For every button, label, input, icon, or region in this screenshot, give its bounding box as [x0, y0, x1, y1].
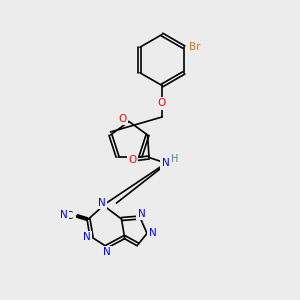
Text: O: O: [128, 155, 137, 166]
Text: N: N: [83, 232, 91, 242]
Text: N: N: [103, 247, 110, 257]
Text: N: N: [162, 158, 170, 169]
Text: C: C: [65, 211, 73, 221]
Text: N: N: [60, 210, 68, 220]
Text: N: N: [138, 209, 146, 219]
Text: O: O: [119, 113, 127, 124]
Text: Br: Br: [189, 42, 200, 52]
Text: N: N: [148, 228, 156, 239]
Text: H: H: [171, 154, 178, 164]
Text: O: O: [158, 98, 166, 109]
Text: N: N: [98, 197, 106, 208]
